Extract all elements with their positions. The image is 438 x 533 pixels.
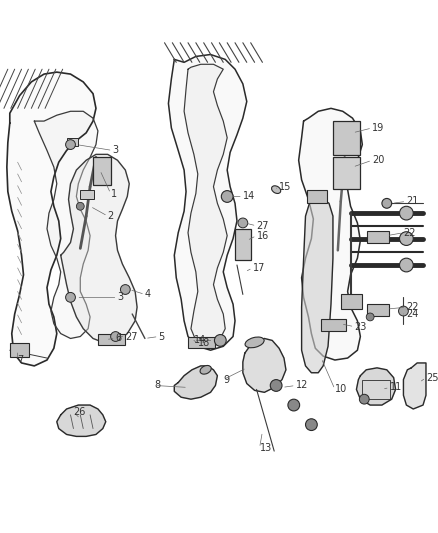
Bar <box>188 336 215 348</box>
Bar <box>10 343 29 357</box>
Circle shape <box>399 206 413 220</box>
Text: 16: 16 <box>257 231 269 241</box>
Polygon shape <box>299 108 362 360</box>
Bar <box>98 334 125 345</box>
Text: 3: 3 <box>113 146 119 156</box>
Bar <box>67 138 78 146</box>
Polygon shape <box>7 72 96 366</box>
Text: 27: 27 <box>257 221 269 231</box>
Bar <box>367 231 389 243</box>
Circle shape <box>111 332 120 342</box>
Text: 27: 27 <box>125 332 138 342</box>
Bar <box>362 379 390 399</box>
Text: 5: 5 <box>159 332 165 342</box>
Circle shape <box>382 198 392 208</box>
Bar <box>93 157 111 185</box>
Text: 10: 10 <box>335 384 347 394</box>
Ellipse shape <box>245 337 264 348</box>
Circle shape <box>215 335 226 346</box>
Bar <box>321 319 346 330</box>
Polygon shape <box>34 111 98 338</box>
Text: 8: 8 <box>155 381 161 391</box>
Bar <box>333 157 360 189</box>
Text: 26: 26 <box>74 407 86 417</box>
Text: 20: 20 <box>372 155 385 165</box>
Circle shape <box>399 232 413 245</box>
Text: 22: 22 <box>406 302 419 312</box>
Polygon shape <box>169 54 247 350</box>
Text: 19: 19 <box>372 123 385 133</box>
Circle shape <box>306 419 317 431</box>
Text: 6: 6 <box>116 334 122 343</box>
Polygon shape <box>403 363 426 409</box>
Text: 22: 22 <box>403 228 416 238</box>
Text: 18: 18 <box>198 338 210 349</box>
Polygon shape <box>174 366 217 399</box>
Bar <box>80 190 94 199</box>
Bar <box>235 229 251 260</box>
Circle shape <box>288 399 300 411</box>
Bar <box>341 294 362 309</box>
Circle shape <box>66 293 75 302</box>
Circle shape <box>366 313 374 321</box>
Text: 17: 17 <box>253 263 265 273</box>
Text: 3: 3 <box>117 292 124 302</box>
Text: 23: 23 <box>354 322 367 332</box>
Text: 13: 13 <box>259 443 272 453</box>
Text: 7: 7 <box>18 355 24 365</box>
Bar <box>307 190 327 203</box>
Text: 24: 24 <box>406 309 419 319</box>
Circle shape <box>238 218 248 228</box>
Polygon shape <box>61 155 137 343</box>
Polygon shape <box>357 368 396 405</box>
Polygon shape <box>184 64 227 344</box>
Circle shape <box>120 285 130 294</box>
Ellipse shape <box>272 186 281 193</box>
Circle shape <box>221 191 233 203</box>
Bar <box>333 121 360 155</box>
Circle shape <box>360 394 369 404</box>
Text: 1: 1 <box>111 189 117 199</box>
Text: 15: 15 <box>279 182 291 192</box>
Text: 25: 25 <box>426 373 438 383</box>
Text: 14: 14 <box>194 335 206 345</box>
Polygon shape <box>302 199 333 373</box>
Circle shape <box>399 258 413 272</box>
Text: 11: 11 <box>390 383 402 392</box>
Circle shape <box>399 306 408 316</box>
Ellipse shape <box>200 366 211 374</box>
Circle shape <box>66 140 75 149</box>
Text: 2: 2 <box>108 211 114 221</box>
Text: 9: 9 <box>223 375 230 385</box>
Text: 12: 12 <box>296 381 308 391</box>
Polygon shape <box>57 405 106 437</box>
Circle shape <box>270 379 282 391</box>
Text: 21: 21 <box>406 196 419 206</box>
Polygon shape <box>243 338 286 392</box>
Text: 4: 4 <box>145 289 151 300</box>
Circle shape <box>76 203 84 210</box>
Text: 14: 14 <box>243 191 255 201</box>
Bar <box>367 304 389 316</box>
